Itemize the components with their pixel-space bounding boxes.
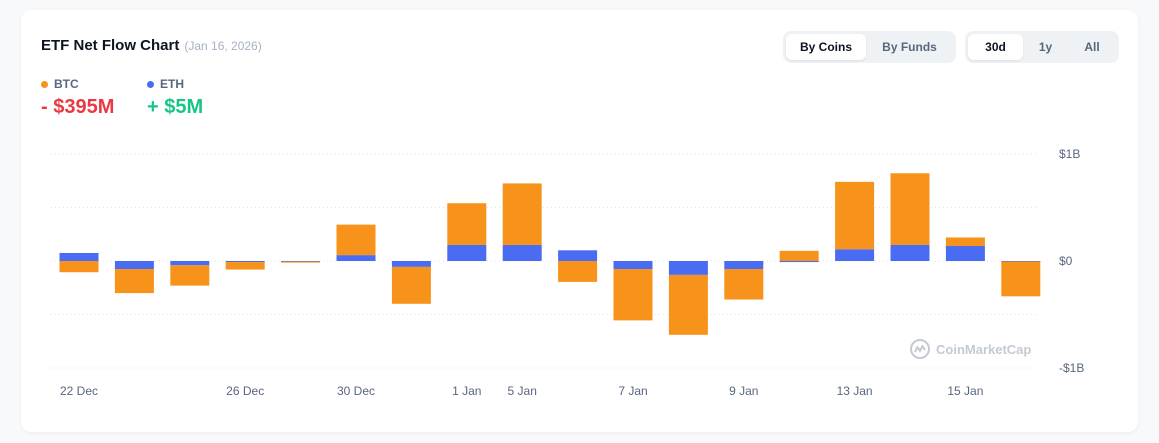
etf-flow-bar-chart: $1B $0 -$1B 22 Dec 26 Dec 30 Dec 1 Jan 5 Jan 7 J… [51, 147, 1084, 398]
x-tick-label: 9 Jan [729, 384, 758, 398]
bar-eth[interactable] [502, 244, 542, 261]
bar-btc[interactable] [114, 269, 154, 294]
bar-btc[interactable] [336, 224, 376, 256]
time-range-toggle: 30d 1y All [965, 31, 1119, 63]
bar-eth[interactable] [558, 250, 598, 261]
bar-eth[interactable] [59, 252, 99, 261]
range-all-tab[interactable]: All [1084, 40, 1100, 54]
bar-btc[interactable] [890, 173, 930, 245]
bar-eth[interactable] [779, 261, 819, 263]
bar-eth[interactable] [668, 261, 708, 275]
legend-eth[interactable]: ETH + $5M [147, 77, 203, 119]
bar-btc[interactable] [59, 261, 99, 273]
legend-btc[interactable]: BTC - $395M [41, 77, 114, 119]
legend-btc-label: BTC [54, 77, 79, 91]
bar-btc[interactable] [281, 261, 321, 263]
bar-btc[interactable] [1001, 261, 1041, 297]
bar-btc[interactable] [225, 262, 265, 270]
bar-btc[interactable] [558, 261, 598, 282]
y-tick-label: -$1B [1059, 361, 1084, 375]
bar-eth[interactable] [391, 261, 431, 267]
bar-btc[interactable] [835, 181, 875, 250]
x-tick-label: 26 Dec [226, 384, 264, 398]
range-30d-tab[interactable]: 30d [968, 34, 1023, 60]
bar-eth[interactable] [890, 244, 930, 261]
y-tick-label: $0 [1059, 254, 1073, 268]
bar-btc[interactable] [779, 250, 819, 261]
eth-dot [147, 80, 154, 88]
btc-dot [41, 80, 48, 88]
bar-eth[interactable] [447, 244, 487, 261]
bar-btc[interactable] [613, 269, 653, 321]
bar-btc[interactable] [447, 203, 487, 245]
chart-title: ETF Net Flow Chart [41, 37, 180, 54]
x-tick-label: 15 Jan [947, 384, 983, 398]
chart-date: (Jan 16, 2026) [184, 39, 262, 53]
etf-net-flow-card: ETF Net Flow Chart (Jan 16, 2026) By Coi… [21, 10, 1138, 432]
bar-eth[interactable] [724, 261, 764, 270]
x-tick-label: 13 Jan [837, 384, 873, 398]
bar-eth[interactable] [114, 261, 154, 270]
legend-eth-label: ETH [160, 77, 184, 91]
bar-btc[interactable] [391, 266, 431, 304]
watermark-text: CoinMarketCap [936, 341, 1032, 357]
x-tick-label: 7 Jan [618, 384, 647, 398]
x-tick-label: 1 Jan [452, 384, 481, 398]
x-tick-label: 5 Jan [508, 384, 537, 398]
by-funds-tab[interactable]: By Funds [882, 40, 937, 54]
bar-eth[interactable] [835, 249, 875, 261]
by-coins-tab[interactable]: By Coins [786, 34, 866, 60]
bar-btc[interactable] [724, 269, 764, 300]
chart-header: ETF Net Flow Chart (Jan 16, 2026) [41, 37, 262, 54]
coinmarketcap-logo-icon [910, 339, 930, 359]
bar-eth[interactable] [225, 261, 265, 263]
bar-btc[interactable] [170, 265, 210, 286]
y-tick-label: $1B [1059, 147, 1080, 161]
range-1y-tab[interactable]: 1y [1038, 40, 1053, 54]
btc-net-flow-value: - $395M [41, 96, 115, 118]
bar-eth[interactable] [170, 261, 210, 266]
bar-eth[interactable] [613, 261, 653, 270]
bar-eth[interactable] [336, 255, 376, 261]
bar-eth[interactable] [1001, 261, 1041, 262]
coinmarketcap-watermark: CoinMarketCap [909, 338, 1031, 360]
bar-btc[interactable] [502, 183, 542, 245]
x-tick-label: 30 Dec [337, 384, 375, 398]
eth-net-flow-value: + $5M [147, 96, 204, 118]
bar-btc[interactable] [945, 237, 985, 247]
bar-eth[interactable] [945, 246, 985, 261]
x-tick-label: 22 Dec [60, 384, 98, 398]
coins-funds-toggle: By Coins By Funds [783, 31, 956, 63]
bar-btc[interactable] [668, 274, 708, 335]
bar-eth[interactable] [281, 261, 321, 262]
